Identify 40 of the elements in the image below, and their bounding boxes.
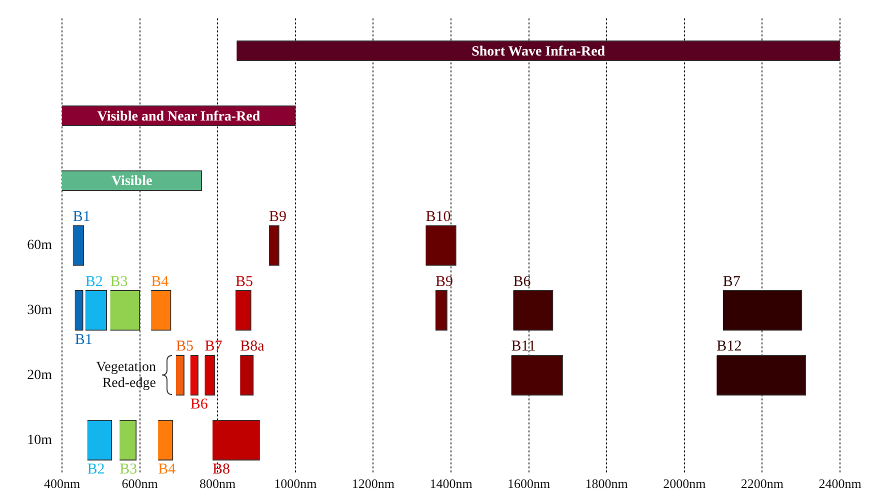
series-label: B7	[722, 274, 741, 290]
series-label: B8	[212, 462, 230, 478]
y-tick-label: 20m	[27, 368, 52, 383]
x-tick-label: 800nm	[200, 476, 236, 491]
series-label: B3	[110, 274, 128, 290]
series-label: B3	[120, 462, 138, 478]
series-label: B1	[72, 208, 90, 225]
series-label: B5	[235, 274, 254, 290]
series-label: Visible	[111, 174, 152, 190]
x-tick-label: 1400nm	[430, 476, 472, 491]
x-tick-label: 2200nm	[740, 476, 784, 491]
series-label: B6	[190, 396, 208, 413]
series-label: Visible and Near Infra-Red	[97, 109, 260, 124]
series-label: B9	[268, 208, 286, 225]
y-tick-label: 30m	[27, 303, 52, 318]
y-tick-label: 60m	[27, 238, 52, 254]
series-label: B4	[151, 274, 170, 290]
x-tick-label: 2400nm	[818, 476, 862, 491]
x-tick-label: 1600nm	[507, 476, 550, 491]
series-label: B10	[426, 208, 451, 225]
x-tick-label: 600nm	[122, 476, 158, 491]
series-label: B11	[511, 338, 536, 355]
series-label: B2	[87, 462, 105, 478]
series-label: B8a	[240, 338, 265, 355]
x-tick-label: 2000nm	[663, 476, 706, 491]
series-label: B7	[204, 338, 223, 355]
annotation: Vegetation Red-edge	[96, 360, 156, 391]
series-label: B2	[85, 274, 103, 290]
x-tick-label: 1800nm	[585, 476, 628, 491]
series-label: B6	[513, 274, 532, 290]
x-tick-label: 1200nm	[352, 476, 395, 491]
x-tick-label: 1000nm	[274, 476, 317, 491]
series-label: Short Wave Infra-Red	[472, 44, 606, 60]
series-label: B12	[716, 338, 742, 355]
series-label: B1	[74, 332, 92, 348]
series-label: B4	[158, 462, 176, 478]
series-label: B9	[435, 274, 453, 290]
x-tick-label: 400nm	[44, 476, 80, 491]
y-tick-label: 10m	[27, 432, 52, 448]
series-label: B5	[176, 338, 194, 355]
